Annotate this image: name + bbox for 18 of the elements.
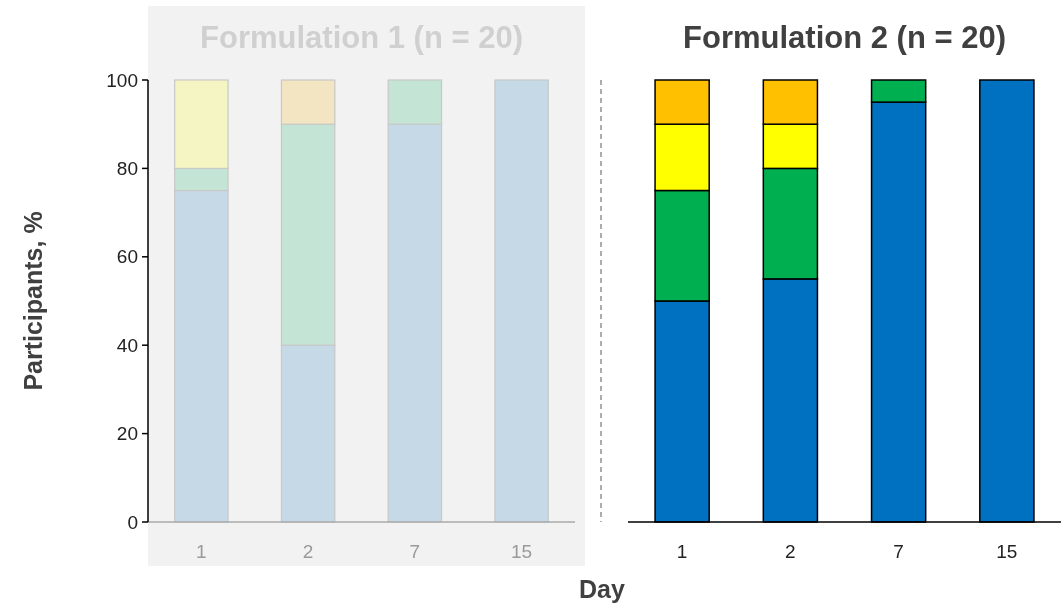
x-axis-title: Day — [579, 575, 626, 603]
x-tick-label: 15 — [511, 541, 533, 562]
y-tick-label: 0 — [127, 511, 138, 533]
y-axis-title: Participants, % — [19, 211, 47, 391]
x-tick-label: 2 — [302, 541, 314, 562]
y-tick-label: 80 — [116, 158, 138, 180]
chart-title: Formulation 2 (n = 20) — [683, 20, 1006, 55]
x-tick-label: 7 — [409, 541, 421, 562]
x-tick-label: 7 — [893, 541, 904, 562]
x-tick-label: 2 — [785, 541, 796, 562]
x-tick-label: 1 — [676, 541, 688, 562]
x-tick-label: 1 — [196, 541, 207, 562]
x-tick-label: 15 — [996, 541, 1018, 562]
bar — [494, 79, 549, 523]
y-tick-label: 20 — [116, 423, 138, 445]
y-tick-label: 40 — [116, 334, 138, 356]
y-tick-label: 60 — [116, 246, 138, 268]
y-tick-label: 100 — [106, 69, 138, 91]
